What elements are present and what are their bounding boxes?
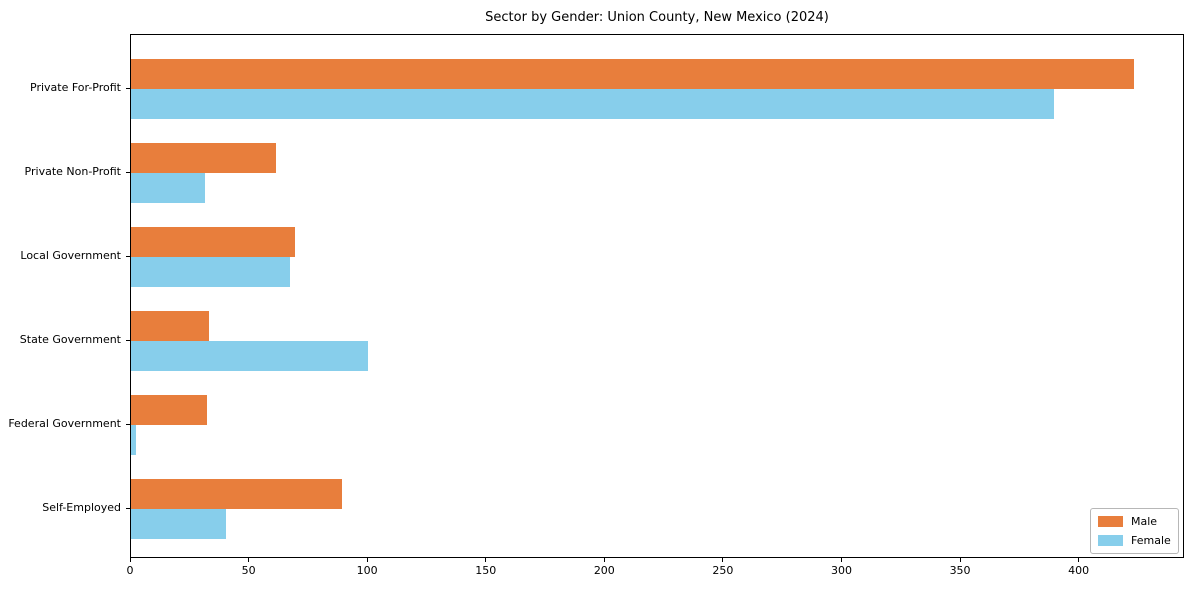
x-tick-mark: [485, 558, 487, 562]
x-tick-label: 50: [241, 564, 256, 577]
y-tick-mark: [126, 88, 130, 89]
y-tick-label: Federal Government: [8, 417, 121, 430]
plot-area: [130, 34, 1184, 558]
bar-male-self-employed: [131, 479, 342, 509]
x-tick-label: 350: [949, 564, 971, 577]
y-tick-label: Local Government: [20, 249, 121, 262]
x-tick-mark: [959, 558, 961, 562]
x-tick-label: 150: [475, 564, 497, 577]
x-tick-label: 400: [1068, 564, 1090, 577]
bar-female-private-for-profit: [131, 89, 1054, 119]
y-tick-mark: [126, 508, 130, 509]
x-tick-mark: [722, 558, 724, 562]
y-tick-mark: [126, 424, 130, 425]
x-tick-label: 250: [712, 564, 734, 577]
legend-label-male: Male: [1131, 515, 1158, 528]
legend-swatch-male-icon: [1098, 516, 1123, 527]
y-tick-label: State Government: [19, 333, 121, 346]
bar-female-self-employed: [131, 509, 226, 539]
x-tick-mark: [840, 558, 842, 562]
chart-title: Sector by Gender: Union County, New Mexi…: [485, 10, 829, 25]
x-tick-mark: [603, 558, 605, 562]
legend-item-male: Male: [1098, 516, 1171, 527]
x-tick-label: 200: [593, 564, 615, 577]
legend: Male Female: [1090, 508, 1179, 554]
x-tick-mark: [248, 558, 250, 562]
x-tick-label: 0: [126, 564, 134, 577]
y-tick-label: Self-Employed: [42, 501, 121, 514]
x-tick-mark: [366, 558, 368, 562]
bar-female-federal-government: [131, 425, 136, 455]
legend-label-female: Female: [1131, 534, 1171, 547]
y-tick-mark: [126, 340, 130, 341]
legend-swatch-female-icon: [1098, 535, 1123, 546]
y-tick-label: Private For-Profit: [30, 81, 121, 94]
y-tick-mark: [126, 172, 130, 173]
y-tick-mark: [126, 256, 130, 257]
bar-male-federal-government: [131, 395, 207, 425]
legend-item-female: Female: [1098, 535, 1171, 546]
bar-female-state-government: [131, 341, 368, 371]
x-tick-label: 300: [830, 564, 852, 577]
x-tick-mark: [1078, 558, 1080, 562]
bar-male-local-government: [131, 227, 295, 257]
y-tick-label: Private Non-Profit: [24, 165, 121, 178]
x-tick-mark: [129, 558, 131, 562]
bar-male-state-government: [131, 311, 209, 341]
bar-female-local-government: [131, 257, 290, 287]
x-tick-label: 100: [356, 564, 378, 577]
bar-male-private-for-profit: [131, 59, 1134, 89]
bar-male-private-non-profit: [131, 143, 276, 173]
bar-female-private-non-profit: [131, 173, 205, 203]
